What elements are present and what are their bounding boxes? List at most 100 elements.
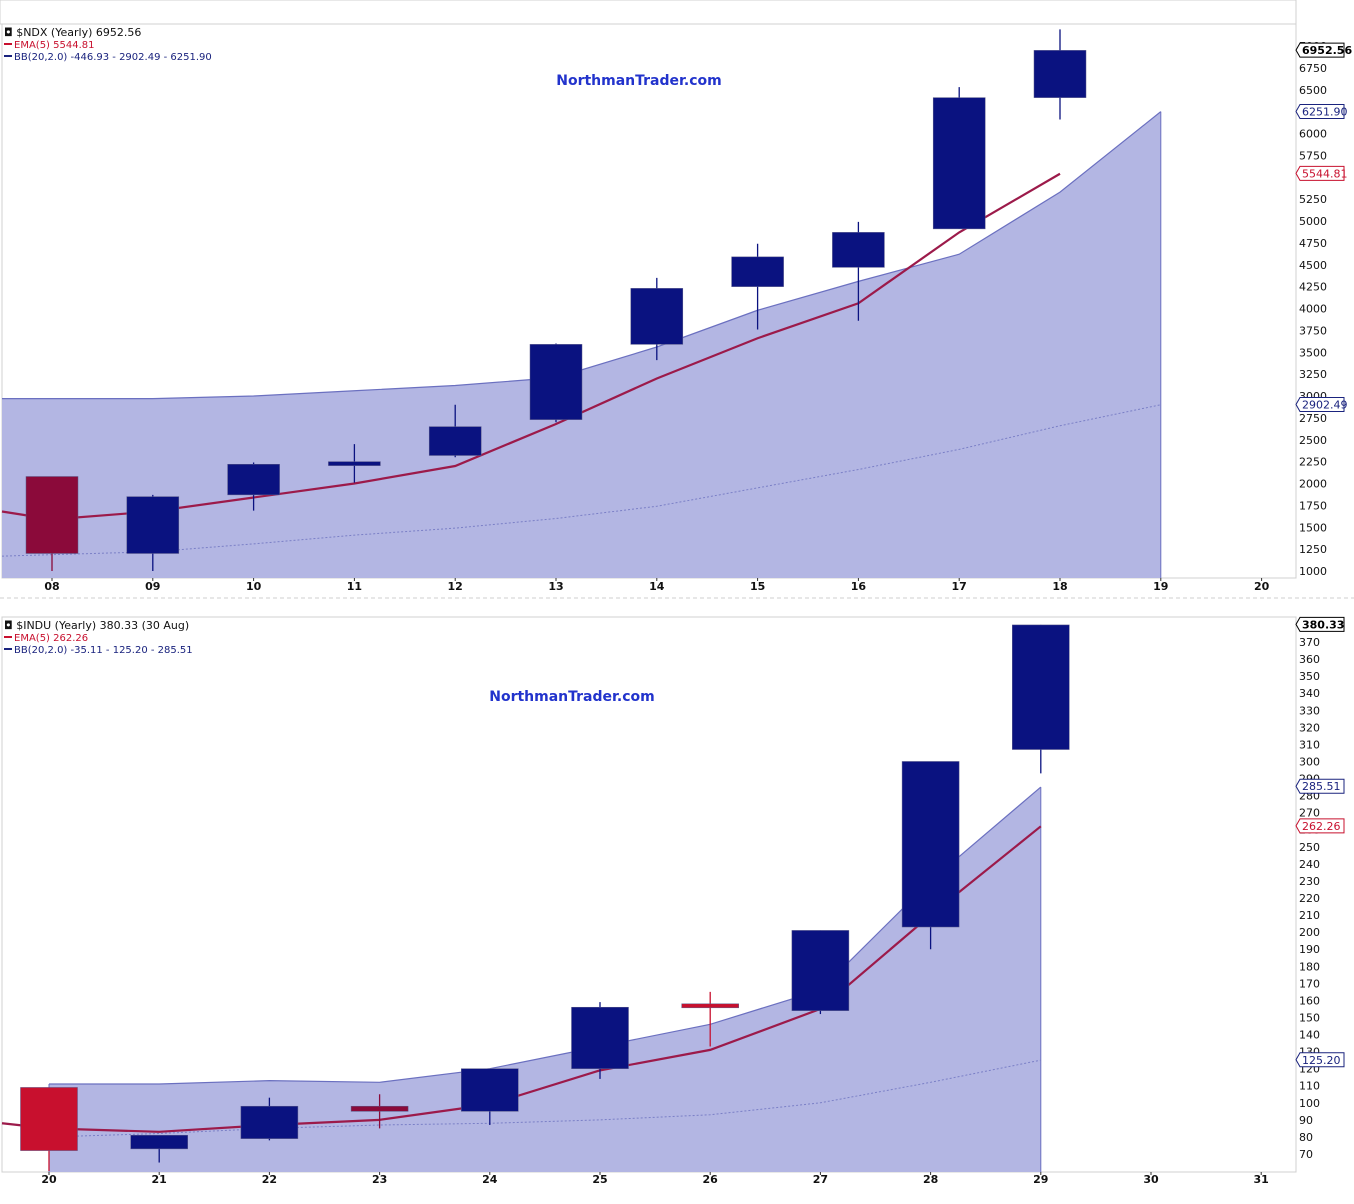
legend-entry: EMA(5) 5544.81 bbox=[14, 40, 94, 51]
last-value-box bbox=[1295, 42, 1345, 58]
candle bbox=[227, 462, 280, 511]
x-tick-label: 18 bbox=[1052, 580, 1067, 593]
bollinger-upper-line bbox=[49, 786, 1042, 1085]
y-tick-label: 6000 bbox=[1299, 128, 1327, 141]
last-value-box bbox=[1295, 778, 1345, 794]
y-tick-label: 1500 bbox=[1299, 521, 1327, 534]
candle-body bbox=[731, 256, 784, 287]
candle bbox=[791, 930, 850, 1015]
last-value-box bbox=[1295, 616, 1345, 632]
y-tick-label: 210 bbox=[1299, 909, 1320, 922]
y-tick-label: 160 bbox=[1299, 994, 1320, 1007]
y-tick-label: 240 bbox=[1299, 858, 1320, 871]
candle-body bbox=[630, 288, 684, 345]
x-tick-label: 21 bbox=[152, 1173, 167, 1186]
x-tick-label: 12 bbox=[448, 580, 463, 593]
candle bbox=[901, 761, 960, 950]
x-tick-label: 30 bbox=[1143, 1173, 1159, 1186]
last-value-label: 285.51 bbox=[1295, 778, 1345, 794]
last-value-label: 380.33 bbox=[1295, 616, 1345, 632]
x-tick-label: 15 bbox=[750, 580, 765, 593]
y-tick-label: 3750 bbox=[1299, 324, 1327, 337]
candle bbox=[20, 1087, 78, 1172]
y-tick-label: 4500 bbox=[1299, 259, 1327, 272]
watermark-text: NorthmanTrader.com bbox=[556, 73, 722, 89]
last-value-label: 6952.56 bbox=[1295, 42, 1352, 58]
y-tick-label: 320 bbox=[1299, 721, 1320, 734]
y-tick-label: 350 bbox=[1299, 670, 1320, 683]
candle-body bbox=[227, 464, 280, 496]
y-tick-label: 330 bbox=[1299, 704, 1320, 717]
candle bbox=[1012, 624, 1070, 774]
y-tick-label: 170 bbox=[1299, 977, 1320, 990]
bollinger-band-area bbox=[49, 787, 1041, 1172]
y-tick-label: 3500 bbox=[1299, 346, 1327, 359]
candle-body bbox=[328, 461, 381, 466]
candle-body bbox=[932, 97, 986, 230]
y-tick-label: 230 bbox=[1299, 875, 1320, 888]
y-tick-label: 200 bbox=[1299, 926, 1320, 939]
y-tick-label: 5250 bbox=[1299, 193, 1327, 206]
candle-body bbox=[681, 1003, 739, 1009]
watermark-text: NorthmanTrader.com bbox=[489, 689, 655, 705]
candle bbox=[461, 1068, 519, 1125]
y-tick-label: 340 bbox=[1299, 687, 1320, 700]
x-tick-label: 31 bbox=[1254, 1173, 1269, 1186]
candle bbox=[126, 494, 180, 571]
candle bbox=[731, 243, 784, 330]
y-tick-label: 3250 bbox=[1299, 368, 1327, 381]
x-tick-label: 24 bbox=[482, 1173, 498, 1186]
last-value-label: 125.20 bbox=[1295, 1052, 1345, 1068]
last-value-label: 2902.49 bbox=[1295, 397, 1348, 413]
y-tick-label: 4750 bbox=[1299, 237, 1327, 250]
y-tick-label: 300 bbox=[1299, 755, 1320, 768]
x-tick-label: 20 bbox=[41, 1173, 57, 1186]
candle bbox=[240, 1097, 299, 1141]
candle-body bbox=[1012, 624, 1070, 750]
candle bbox=[832, 221, 885, 321]
y-tick-label: 2250 bbox=[1299, 456, 1327, 469]
legend-entry: BB(20,2.0) -446.93 - 2902.49 - 6251.90 bbox=[14, 52, 212, 63]
x-tick-label: 28 bbox=[923, 1173, 938, 1186]
header-strip bbox=[0, 0, 1297, 25]
y-tick-label: 110 bbox=[1299, 1080, 1320, 1093]
y-tick-label: 1250 bbox=[1299, 543, 1327, 556]
indu-chart-panel: 7080901001101201301401501601701801902002… bbox=[1, 616, 1345, 1186]
y-tick-label: 2000 bbox=[1299, 478, 1327, 491]
candle-body bbox=[350, 1105, 409, 1112]
x-tick-label: 25 bbox=[592, 1173, 607, 1186]
bollinger-upper-line bbox=[2, 111, 1162, 400]
y-tick-label: 180 bbox=[1299, 960, 1320, 973]
x-tick-label: 11 bbox=[347, 580, 362, 593]
candle-body bbox=[240, 1105, 299, 1139]
candle bbox=[25, 476, 79, 571]
candle-body bbox=[901, 761, 960, 928]
candle-body bbox=[20, 1087, 78, 1151]
y-tick-label: 220 bbox=[1299, 892, 1320, 905]
last-value-text: 6251.90 bbox=[1302, 105, 1348, 118]
last-value-text: 2902.49 bbox=[1302, 399, 1348, 412]
last-value-box bbox=[1295, 1052, 1345, 1068]
symbol-label: ◘ $NDX (Yearly) 6952.56 bbox=[4, 26, 141, 39]
candle-body bbox=[832, 232, 885, 268]
y-tick-label: 310 bbox=[1299, 738, 1320, 751]
y-tick-label: 6750 bbox=[1299, 62, 1327, 75]
candle-body bbox=[529, 344, 583, 420]
last-value-label: 262.26 bbox=[1295, 818, 1345, 834]
ndx-chart-panel: 1000125015001750200022502500275030003250… bbox=[0, 0, 1352, 593]
last-value-text: 262.26 bbox=[1302, 820, 1341, 833]
last-value-label: 6251.90 bbox=[1295, 103, 1348, 119]
x-tick-label: 10 bbox=[246, 580, 262, 593]
y-tick-label: 5750 bbox=[1299, 149, 1327, 162]
x-tick-label: 16 bbox=[851, 580, 867, 593]
legend-entry: BB(20,2.0) -35.11 - 125.20 - 285.51 bbox=[14, 645, 193, 656]
candle bbox=[130, 1134, 188, 1163]
candle-body bbox=[130, 1134, 188, 1150]
candle bbox=[428, 404, 482, 458]
last-value-text: 6952.56 bbox=[1302, 44, 1352, 57]
last-value-box bbox=[1295, 397, 1345, 413]
x-tick-label: 14 bbox=[649, 580, 665, 593]
x-tick-label: 29 bbox=[1033, 1173, 1048, 1186]
last-value-text: 285.51 bbox=[1302, 780, 1341, 793]
